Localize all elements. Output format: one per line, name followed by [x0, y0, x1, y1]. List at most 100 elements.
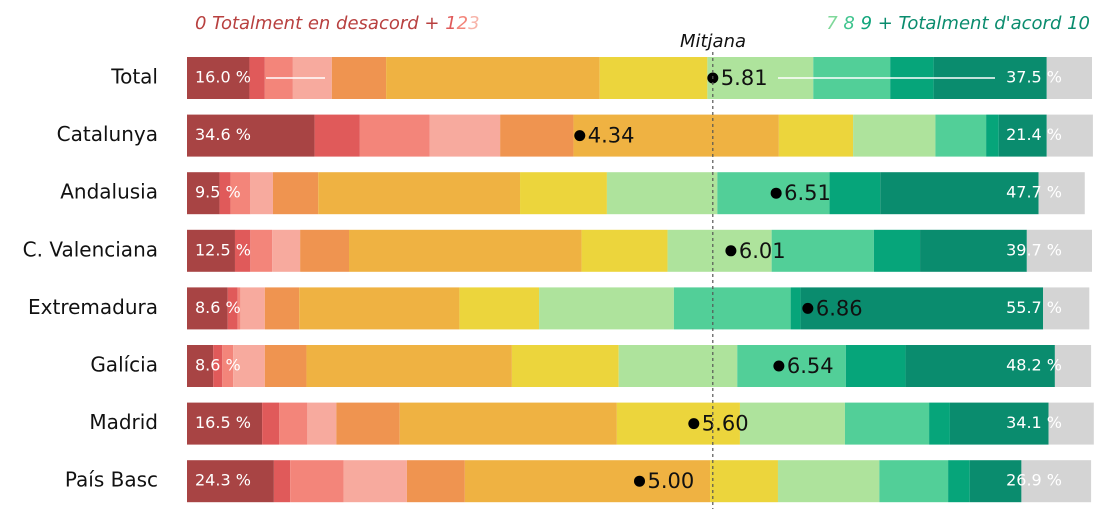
- low-total-label: 16.0 %: [195, 68, 251, 87]
- bar-segment: [250, 229, 273, 272]
- mean-dot: [773, 360, 785, 372]
- mean-dot: [725, 245, 737, 257]
- bar-segment: [1026, 229, 1092, 272]
- mean-label: 5.81: [721, 66, 768, 90]
- bar-segment: [406, 460, 465, 503]
- high-total-label: 39.7 %: [1006, 240, 1062, 259]
- legend-high: 7 8 9 + Totalment d'acord 10: [826, 13, 1090, 34]
- bar-segment: [739, 402, 845, 445]
- category-label: Extremadura: [28, 295, 158, 319]
- bar-segment: [272, 229, 301, 272]
- bar-segment: [790, 287, 801, 330]
- bar-segment: [606, 172, 718, 215]
- bar-segment: [948, 460, 970, 503]
- mean-title: Mitjana: [680, 31, 746, 52]
- bar-segment: [737, 345, 846, 387]
- category-label: Andalusia: [60, 180, 158, 204]
- mean-label: 6.54: [787, 354, 834, 378]
- bar-segment: [949, 402, 1049, 445]
- low-total-label: 9.5 %: [195, 183, 241, 202]
- legend-item: 3: [468, 13, 479, 34]
- low-total-label: 8.6 %: [195, 298, 241, 317]
- bar-segment: [539, 287, 674, 330]
- bar-segment: [250, 172, 273, 215]
- bar-segment: [935, 114, 987, 157]
- legend-low: 0 Totalment en desacord + 123: [195, 13, 480, 34]
- category-label: Total: [110, 65, 158, 89]
- mean-label: 6.01: [739, 239, 786, 263]
- low-total-label: 24.3 %: [195, 471, 251, 490]
- bar-segment: [520, 172, 607, 215]
- bar-segment: [581, 229, 668, 272]
- high-total-label: 34.1 %: [1006, 413, 1062, 432]
- bar-segment: [233, 345, 265, 387]
- high-total-label: 21.4 %: [1006, 125, 1062, 144]
- low-total-label: 16.5 %: [195, 413, 251, 432]
- bar-segment: [187, 229, 235, 272]
- bar-segment: [314, 114, 360, 157]
- bar-segment: [986, 114, 999, 157]
- mean-label: 4.34: [588, 124, 635, 148]
- bar-segment: [880, 172, 1039, 215]
- mean-dot: [688, 418, 700, 430]
- bar-segment: [905, 345, 1055, 387]
- bar-segment: [667, 229, 772, 272]
- bar-segment: [1048, 402, 1094, 445]
- bar-segment: [1038, 172, 1085, 215]
- bar-segment: [998, 114, 1047, 157]
- bar-segment: [778, 114, 854, 157]
- bar-segment: [318, 172, 521, 215]
- bar-segment: [429, 114, 501, 157]
- bar-segment: [1046, 114, 1093, 157]
- mean-dot: [770, 187, 782, 199]
- bar-segment: [272, 172, 319, 215]
- bar-segment: [331, 57, 387, 99]
- category-label: Galícia: [90, 353, 158, 377]
- bar-segment: [573, 114, 779, 157]
- bar-segment: [264, 287, 300, 330]
- high-total-label: 48.2 %: [1006, 356, 1062, 375]
- mean-label: 5.60: [702, 412, 749, 436]
- bar-segment: [599, 57, 708, 99]
- bar-segment: [230, 172, 251, 215]
- category-label: C. Valenciana: [23, 237, 158, 261]
- bar-segment: [853, 114, 936, 157]
- bar-segment: [300, 229, 349, 272]
- legend-item: 2: [457, 13, 468, 34]
- bar-segment: [399, 402, 617, 445]
- bar-segment: [771, 229, 874, 272]
- bar-segment: [800, 287, 1044, 330]
- high-total-label: 47.7 %: [1006, 183, 1062, 202]
- bar-segment: [929, 402, 950, 445]
- bar-segment: [187, 287, 228, 330]
- bar-segment: [879, 460, 949, 503]
- bar-segment: [187, 345, 214, 387]
- legend-item: + Totalment d'acord 10: [872, 13, 1090, 34]
- legend-item: 9: [855, 13, 872, 34]
- mean-label: 6.51: [784, 181, 831, 205]
- high-total-label: 55.7 %: [1006, 298, 1062, 317]
- low-total-label: 8.6 %: [195, 356, 241, 375]
- bar-segment: [343, 460, 407, 503]
- bar-segment: [279, 402, 308, 445]
- low-total-label: 34.6 %: [195, 125, 251, 144]
- mean-label: 6.86: [816, 296, 863, 320]
- bar-segment: [213, 345, 223, 387]
- legend-item: 8: [838, 13, 855, 34]
- legend-item: 0 Totalment en desacord +: [195, 13, 445, 34]
- bar-segment: [464, 460, 711, 503]
- bar-segment: [710, 460, 778, 503]
- category-label: País Basc: [65, 468, 158, 492]
- bar-segment: [920, 229, 1027, 272]
- category-label: Catalunya: [57, 122, 158, 146]
- bar-segment: [273, 460, 291, 503]
- bar-segment: [187, 402, 263, 445]
- bar-segment: [459, 287, 540, 330]
- legend-item: 7: [826, 13, 838, 34]
- bar-segment: [1046, 57, 1092, 99]
- bar-segment: [237, 287, 241, 330]
- bar-segment: [187, 57, 250, 99]
- bar-segment: [187, 172, 220, 215]
- bar-segment: [264, 345, 307, 387]
